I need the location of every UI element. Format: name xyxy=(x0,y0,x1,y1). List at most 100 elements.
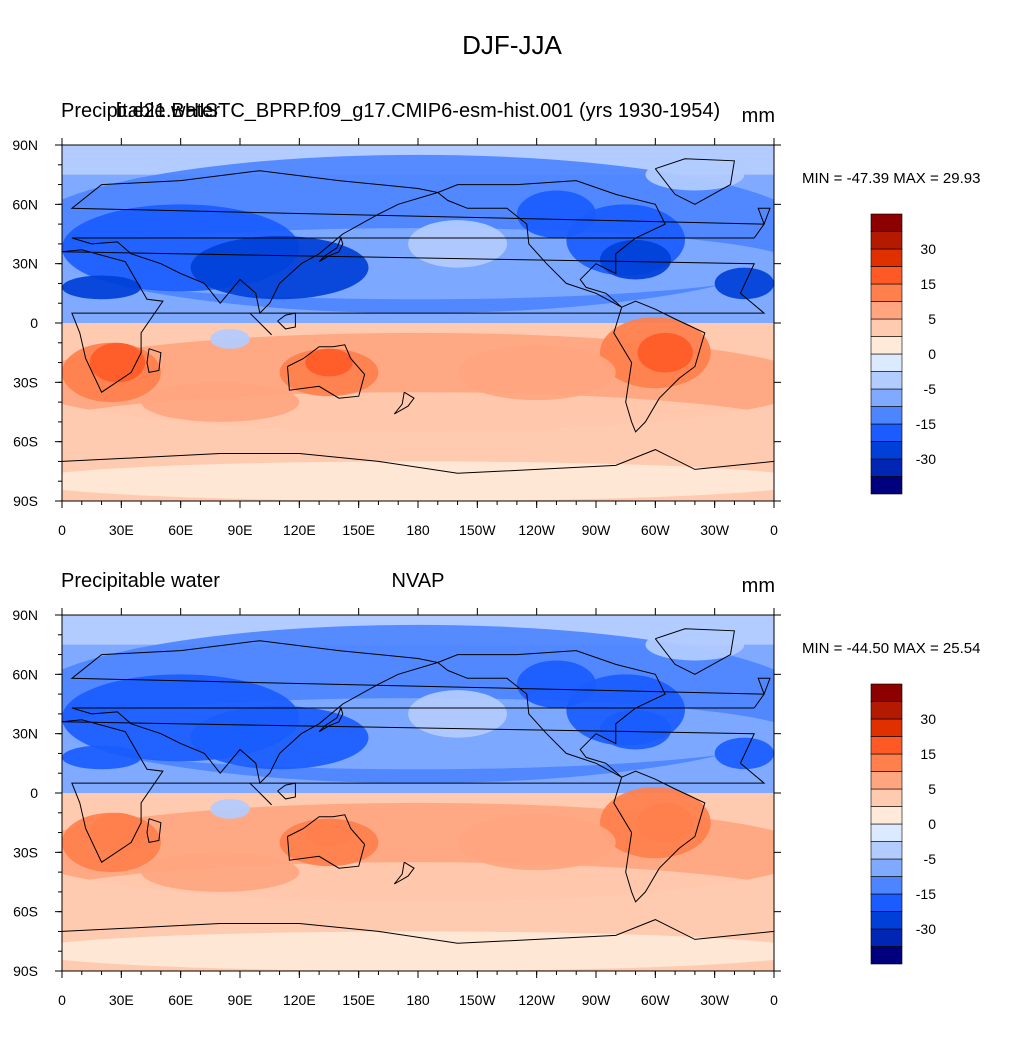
lon-tick-label: 180 xyxy=(406,992,430,1008)
field-contour-region xyxy=(457,344,616,401)
field-contour-region xyxy=(89,812,146,853)
colorbar-box xyxy=(870,701,903,720)
colorbar-box xyxy=(870,231,903,250)
colorbar-tick-label: -15 xyxy=(916,886,936,902)
colorbar: -30 -15 -5 0 5 15 30 xyxy=(870,213,936,495)
colorbar-box xyxy=(870,823,903,842)
colorbar-box xyxy=(870,841,903,860)
coastline xyxy=(62,449,774,474)
lon-tick-label: 120W xyxy=(518,992,555,1008)
lon-tick-label: 0 xyxy=(58,522,66,538)
panel-units-label: mm xyxy=(741,575,775,597)
coastline xyxy=(62,249,766,393)
colorbar-box xyxy=(870,753,903,772)
minmax-label: MIN = -47.39 MAX = 29.93 xyxy=(802,170,981,187)
lon-tick-label: 0 xyxy=(770,522,778,538)
colorbar-box xyxy=(870,771,903,790)
coastline xyxy=(613,770,706,903)
lat-tick-label: 30S xyxy=(13,374,38,390)
field-contour-region xyxy=(645,628,745,661)
lon-tick-label: 30E xyxy=(109,992,134,1008)
lat-tick-label: 90S xyxy=(13,493,38,509)
colorbar-box xyxy=(870,406,903,425)
colorbar-box xyxy=(870,266,903,285)
lon-tick-label: 0 xyxy=(58,992,66,1008)
coastline xyxy=(318,236,344,263)
colorbar-box xyxy=(870,318,903,337)
colorbar-box xyxy=(870,736,903,755)
figure-title: DJF-JJA xyxy=(462,30,562,60)
field-contour-region xyxy=(190,235,369,300)
lon-tick-label: 90E xyxy=(228,992,253,1008)
lon-tick-label: 150W xyxy=(459,992,496,1008)
colorbar-box xyxy=(870,718,903,737)
contour-field xyxy=(62,145,774,501)
lon-tick-label: 60E xyxy=(168,522,193,538)
colorbar-box xyxy=(870,946,903,965)
colorbar-box xyxy=(870,911,903,930)
colorbar-box xyxy=(870,928,903,947)
lon-tick-label: 60E xyxy=(168,992,193,1008)
lat-tick-label: 90N xyxy=(12,137,38,153)
lat-tick-label: 90N xyxy=(12,607,38,623)
map-figure: 0 30E 60E 90E 120E 150E 180 150W 120W 90W 60W 30W 0 9… xyxy=(12,137,936,538)
coastline xyxy=(393,391,415,415)
field-contour-region xyxy=(714,737,774,770)
colorbar-box xyxy=(870,458,903,477)
lat-tick-label: 30N xyxy=(12,256,38,272)
coastline xyxy=(654,628,735,675)
coastline xyxy=(654,158,735,205)
colorbar: -30 -15 -5 0 5 15 30 xyxy=(870,683,937,965)
coastline xyxy=(62,719,766,863)
field-contour-region xyxy=(516,660,596,708)
coastline xyxy=(318,706,344,733)
colorbar-box xyxy=(870,441,903,460)
lon-tick-label: 30W xyxy=(700,522,730,538)
colorbar-box xyxy=(870,371,903,390)
colorbar-tick-label: -5 xyxy=(924,851,937,867)
field-contour-region xyxy=(714,267,774,300)
field-contour-region xyxy=(637,332,693,373)
lat-tick-label: 60N xyxy=(12,196,38,212)
coastline xyxy=(277,782,296,800)
field-contour-region xyxy=(210,328,250,349)
coastline xyxy=(70,170,766,315)
colorbar-box xyxy=(870,423,903,442)
colorbar-box xyxy=(870,213,903,232)
field-contour-region xyxy=(645,158,745,191)
coastline xyxy=(757,677,771,695)
colorbar-box xyxy=(870,476,903,495)
colorbar-tick-label: 5 xyxy=(928,311,936,327)
panel-left-label: Precipitable water xyxy=(61,570,220,592)
coastlines xyxy=(62,158,774,474)
lat-tick-label: 60S xyxy=(13,904,38,920)
field-contour-region xyxy=(305,818,353,847)
coastline xyxy=(146,818,162,843)
colorbar-tick-label: 5 xyxy=(928,781,936,797)
field-contour-region xyxy=(457,814,616,871)
colorbar-box xyxy=(870,336,903,355)
colorbar-tick-label: -30 xyxy=(916,921,936,937)
lat-tick-label: 90S xyxy=(13,963,38,979)
colorbar-tick-label: 15 xyxy=(920,746,936,762)
field-contour-region xyxy=(210,798,250,819)
coastline xyxy=(62,919,774,944)
colorbar-tick-label: 30 xyxy=(920,241,936,257)
lat-tick-label: 0 xyxy=(30,315,38,331)
coastline xyxy=(249,312,272,336)
coastlines xyxy=(62,628,774,944)
coastline xyxy=(287,814,366,869)
panel-units-label: mm xyxy=(741,105,775,127)
lon-tick-label: 60W xyxy=(641,522,671,538)
field-contour-region xyxy=(62,745,142,770)
lat-tick-label: 0 xyxy=(30,785,38,801)
colorbar-box xyxy=(870,353,903,372)
coastline xyxy=(437,180,666,308)
field-contour-region xyxy=(89,342,146,383)
coastline xyxy=(613,300,706,433)
colorbar-tick-label: 15 xyxy=(920,276,936,292)
lon-tick-label: 90W xyxy=(582,522,612,538)
coastline xyxy=(277,312,296,330)
colorbar-box xyxy=(870,683,903,702)
colorbar-box xyxy=(870,893,903,912)
